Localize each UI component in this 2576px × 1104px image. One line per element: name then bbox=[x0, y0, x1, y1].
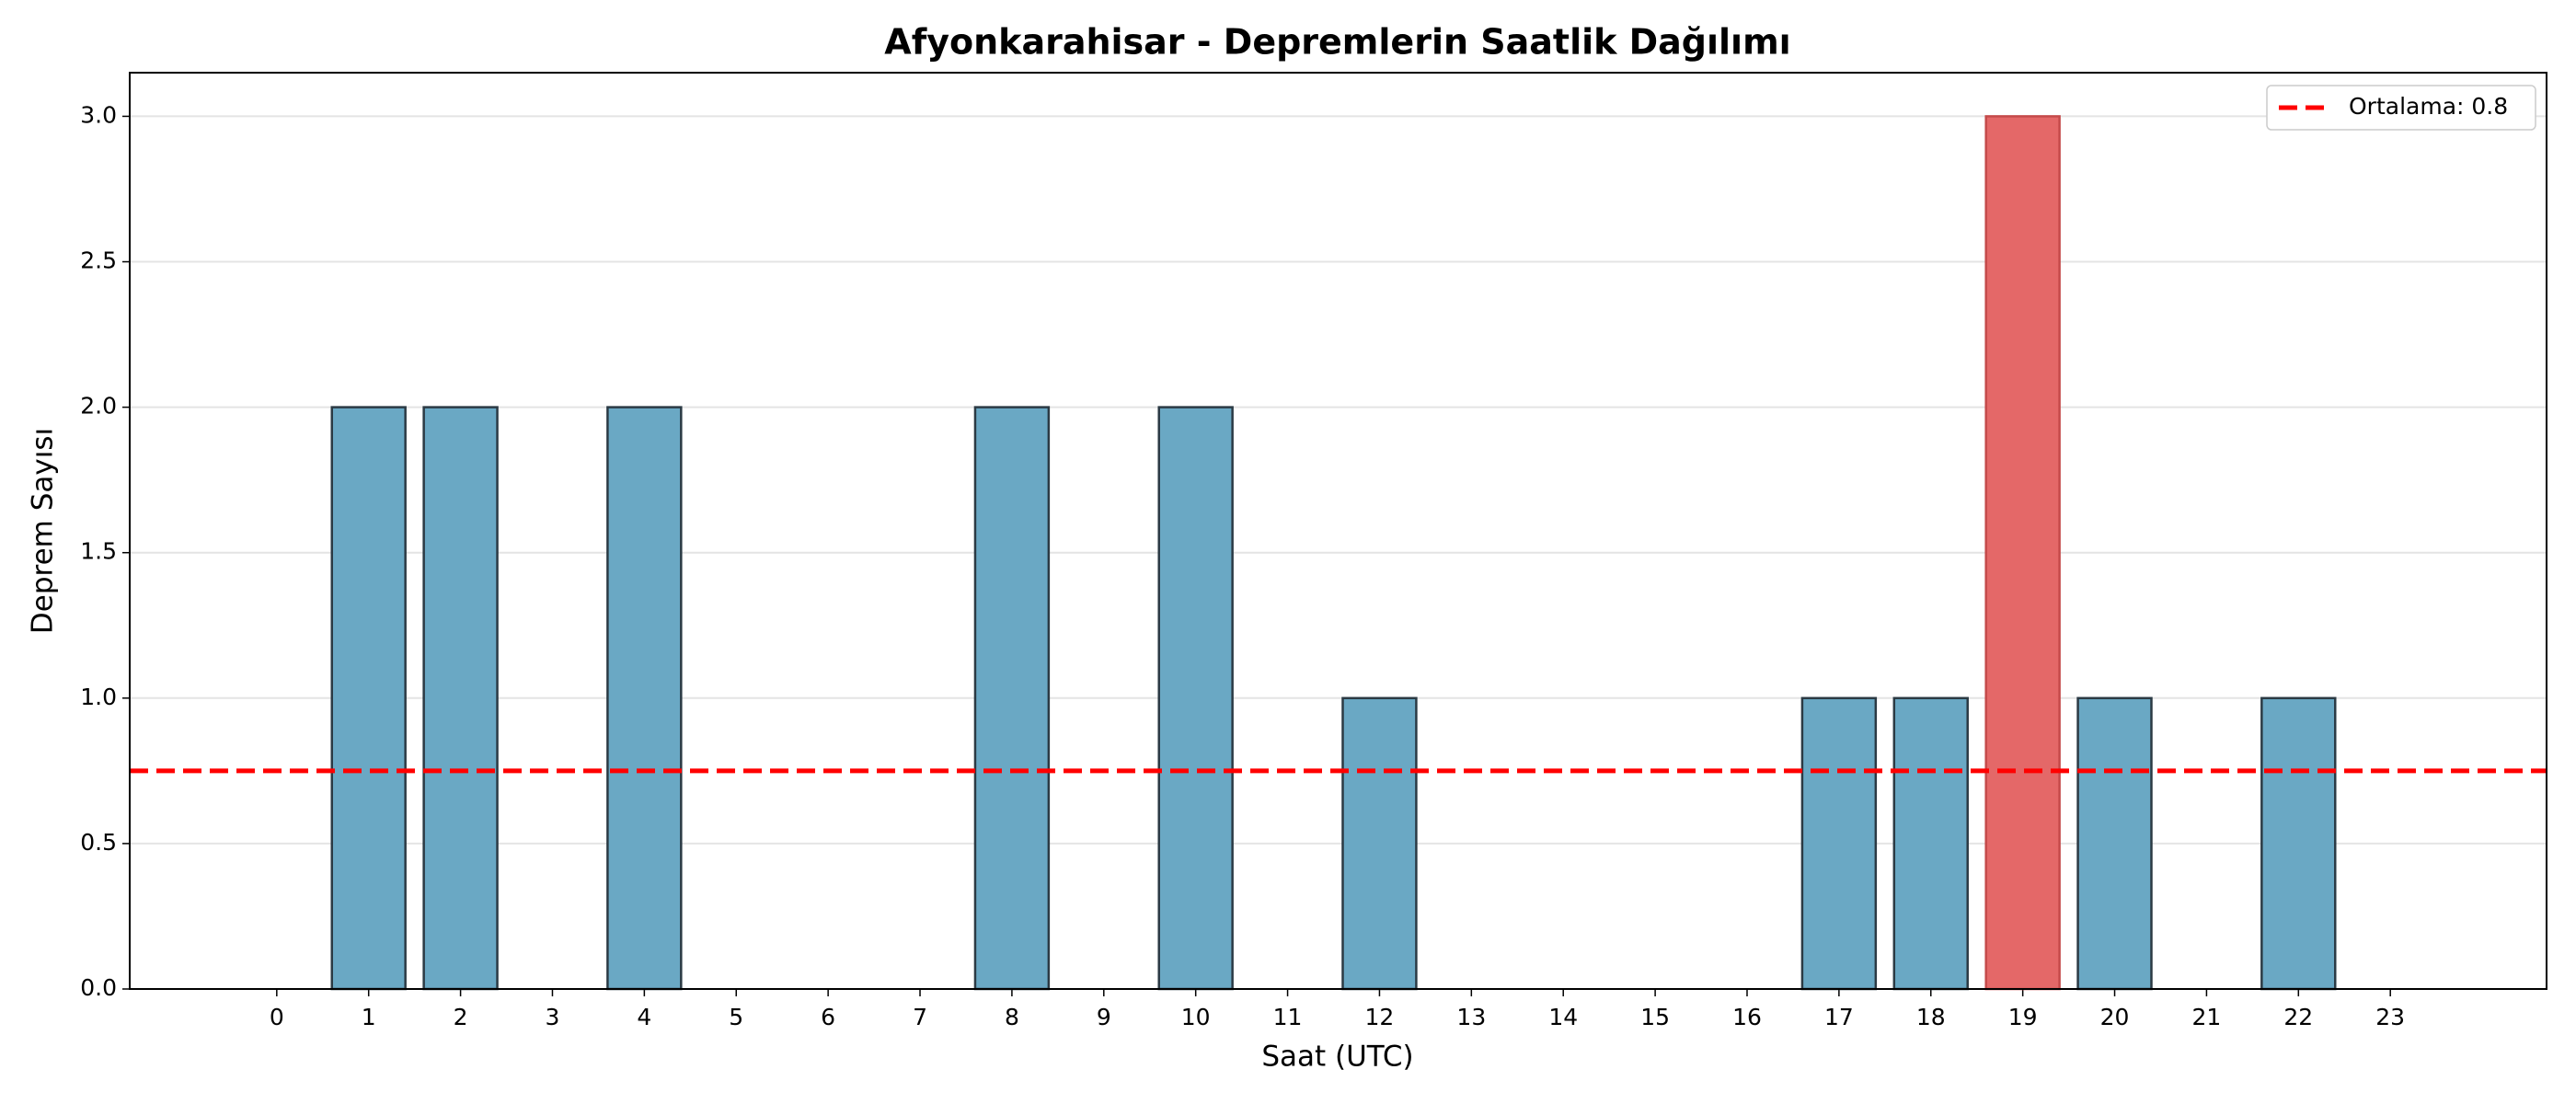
y-tick-label: 1.0 bbox=[80, 684, 117, 710]
x-tick-label: 3 bbox=[546, 1004, 560, 1030]
bar bbox=[2260, 696, 2337, 991]
x-tick-label: 21 bbox=[2192, 1004, 2222, 1030]
bar bbox=[606, 406, 683, 991]
bar bbox=[1892, 696, 1969, 991]
x-tick-label: 14 bbox=[1548, 1004, 1578, 1030]
bar bbox=[1341, 696, 1418, 991]
bar bbox=[973, 406, 1051, 991]
x-tick-label: 8 bbox=[1005, 1004, 1019, 1030]
x-axis-label: Saat (UTC) bbox=[1261, 1041, 1413, 1074]
bar bbox=[1800, 696, 1878, 991]
x-tick-label: 2 bbox=[454, 1004, 468, 1030]
x-tick-label: 4 bbox=[637, 1004, 651, 1030]
x-tick-label: 15 bbox=[1640, 1004, 1670, 1030]
y-tick-label: 1.5 bbox=[80, 538, 117, 565]
y-tick-label: 3.0 bbox=[80, 101, 117, 128]
bar bbox=[422, 406, 499, 991]
x-tick-label: 0 bbox=[270, 1004, 284, 1030]
plot-frame bbox=[129, 72, 2547, 990]
y-tick-label: 2.5 bbox=[80, 247, 117, 274]
x-tick-label: 6 bbox=[821, 1004, 835, 1030]
bar bbox=[2076, 696, 2153, 991]
x-tick-label: 1 bbox=[362, 1004, 376, 1030]
x-tick-label: 12 bbox=[1365, 1004, 1395, 1030]
x-tick-label: 20 bbox=[2100, 1004, 2130, 1030]
bar bbox=[1984, 115, 2061, 991]
x-tick-label: 9 bbox=[1097, 1004, 1111, 1030]
y-axis-label: Deprem Sayısı bbox=[27, 428, 60, 634]
x-tick-label: 7 bbox=[913, 1004, 927, 1030]
legend-label: Ortalama: 0.8 bbox=[2349, 93, 2508, 120]
x-tick-label: 22 bbox=[2283, 1004, 2313, 1030]
x-tick-label: 19 bbox=[2008, 1004, 2038, 1030]
x-tick-label: 16 bbox=[1732, 1004, 1762, 1030]
bar bbox=[330, 406, 407, 991]
legend-box bbox=[2266, 85, 2536, 131]
x-tick-label: 17 bbox=[1824, 1004, 1854, 1030]
bar bbox=[1157, 406, 1234, 991]
y-tick-label: 0.0 bbox=[80, 974, 117, 1001]
y-tick-label: 0.5 bbox=[80, 829, 117, 856]
x-tick-label: 13 bbox=[1456, 1004, 1486, 1030]
x-tick-label: 23 bbox=[2375, 1004, 2405, 1030]
chart-title: Afyonkarahisar - Depremlerin Saatlik Dağ… bbox=[884, 22, 1790, 63]
x-tick-label: 10 bbox=[1181, 1004, 1211, 1030]
x-tick-label: 11 bbox=[1273, 1004, 1303, 1030]
x-tick-label: 18 bbox=[1916, 1004, 1946, 1030]
x-tick-label: 5 bbox=[729, 1004, 743, 1030]
y-tick-label: 2.0 bbox=[80, 393, 117, 420]
